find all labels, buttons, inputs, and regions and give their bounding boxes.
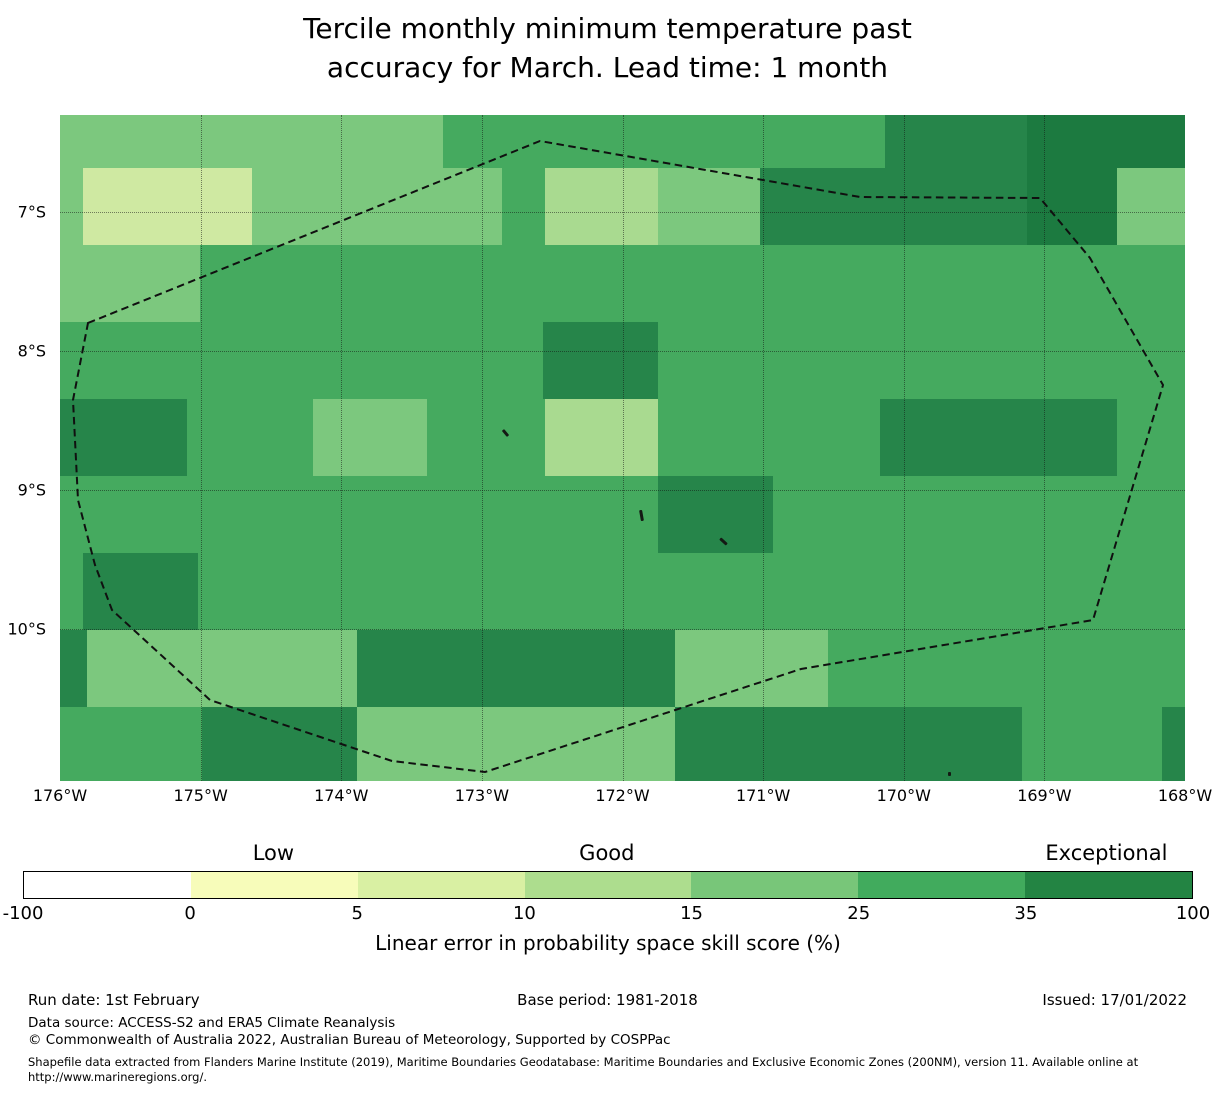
- colorbar-band-label: Good: [579, 841, 635, 865]
- gridline-horizontal: [60, 490, 1185, 492]
- map-cell: [60, 115, 443, 168]
- gridline-horizontal: [60, 629, 1185, 631]
- gridline-vertical: [200, 115, 202, 781]
- island-mark: [948, 772, 951, 776]
- map-cell: [544, 398, 658, 476]
- colorbar-segment: [357, 872, 525, 898]
- map-cell: [60, 168, 83, 245]
- colorbar-segment: [190, 872, 358, 898]
- map-cell: [658, 475, 774, 554]
- map-cell: [1027, 115, 1185, 168]
- y-tick-label: 7°S: [17, 202, 46, 222]
- map-cell: [1117, 168, 1185, 245]
- map-cell: [357, 707, 676, 781]
- y-tick-label: 9°S: [17, 480, 46, 500]
- gridline-vertical: [763, 115, 765, 781]
- x-tick-label: 169°W: [1017, 786, 1072, 805]
- chart-title-line-1: Tercile monthly minimum temperature past: [303, 12, 912, 45]
- shapefile-attribution-text: Shapefile data extracted from Flanders M…: [28, 1055, 1139, 1084]
- eez-dashed-polygon: [71, 139, 1165, 774]
- chart-title: Tercile monthly minimum temperature past…: [0, 9, 1215, 87]
- base-period-text: Base period: 1981-2018: [517, 991, 698, 1009]
- map-cell: [87, 630, 357, 707]
- map-cell: [60, 630, 87, 707]
- y-tick-label: 8°S: [17, 341, 46, 361]
- x-tick-label: 174°W: [314, 786, 369, 805]
- colorbar-tick-label: 100: [1175, 903, 1211, 924]
- map-cell: [544, 168, 658, 245]
- gridline-vertical: [1044, 115, 1046, 781]
- eez-boundary-outline: [71, 139, 1165, 774]
- gridline-horizontal: [60, 211, 1185, 213]
- colorbar-segment: [691, 872, 859, 898]
- colorbar-tick-label: 35: [1014, 903, 1038, 924]
- map-cell: [252, 168, 502, 245]
- x-tick-label: 172°W: [595, 786, 650, 805]
- map-cell: [313, 398, 427, 476]
- colorbar-axis-label: Linear error in probability space skill …: [375, 931, 841, 955]
- colorbar-tick-label: 25: [847, 903, 871, 924]
- run-date-text: Run date: 1st February: [28, 991, 200, 1009]
- map-cell: [201, 707, 357, 781]
- colorbar-segment: [858, 872, 1026, 898]
- map-cell: [357, 630, 676, 707]
- map-cell: [1027, 168, 1118, 245]
- issued-date-text: Issued: 17/01/2022: [1042, 991, 1187, 1009]
- gridline-vertical: [622, 115, 624, 781]
- colorbar-tick-label: 5: [351, 903, 364, 924]
- data-source-text: Data source: ACCESS-S2 and ERA5 Climate …: [28, 1015, 396, 1031]
- colorbar-tick-label: -100: [2, 903, 44, 924]
- gridline-horizontal: [60, 351, 1185, 353]
- colorbar-tick-label: 15: [680, 903, 704, 924]
- colorbar-segment: [524, 872, 692, 898]
- x-tick-label: 168°W: [1157, 786, 1213, 805]
- map-cell: [880, 398, 1118, 476]
- map-cell: [658, 168, 761, 245]
- map-cell: [60, 398, 187, 476]
- x-tick-label: 173°W: [454, 786, 510, 805]
- colorbar: [23, 871, 1193, 899]
- map-plot-area: [60, 115, 1185, 781]
- colorbar-tick-label: 0: [184, 903, 196, 924]
- chart-title-line-2: accuracy for March. Lead time: 1 month: [326, 51, 889, 84]
- map-cell: [60, 245, 200, 322]
- colorbar-tick-labels: -100 0 5 10 15 25 35 100: [3, 903, 1211, 925]
- x-tick-label: 176°W: [32, 786, 88, 805]
- colorbar-band-labels: Low Good Exceptional: [23, 841, 1193, 867]
- x-tick-label: 171°W: [735, 786, 791, 805]
- gridline-vertical: [341, 115, 343, 781]
- map-cell: [675, 707, 1022, 781]
- colorbar-band-label: Exceptional: [1045, 841, 1168, 865]
- map-cell: [542, 321, 658, 399]
- map-cell: [884, 115, 1027, 168]
- x-axis-tick-labels: 176°W 175°W 174°W 173°W 172°W 171°W 170°W 169°W…: [33, 786, 1212, 808]
- colorbar-tick-label: 10: [512, 903, 536, 924]
- x-tick-label: 170°W: [876, 786, 931, 805]
- gridline-vertical: [481, 115, 483, 781]
- x-tick-label: 175°W: [173, 786, 228, 805]
- colorbar-segment: [24, 872, 191, 898]
- map-cell: [1162, 707, 1185, 781]
- map-cell: [759, 168, 1027, 245]
- y-axis-tick-labels: 7°S 8°S 9°S 10°S: [0, 115, 48, 781]
- colorbar-band-label: Low: [252, 841, 295, 865]
- y-tick-label: 10°S: [7, 619, 46, 639]
- map-cell: [82, 168, 252, 245]
- copyright-text: © Commonwealth of Australia 2022, Austra…: [28, 1032, 671, 1048]
- map-cell: [82, 553, 198, 630]
- colorbar-segment: [1025, 872, 1193, 898]
- gridline-vertical: [903, 115, 905, 781]
